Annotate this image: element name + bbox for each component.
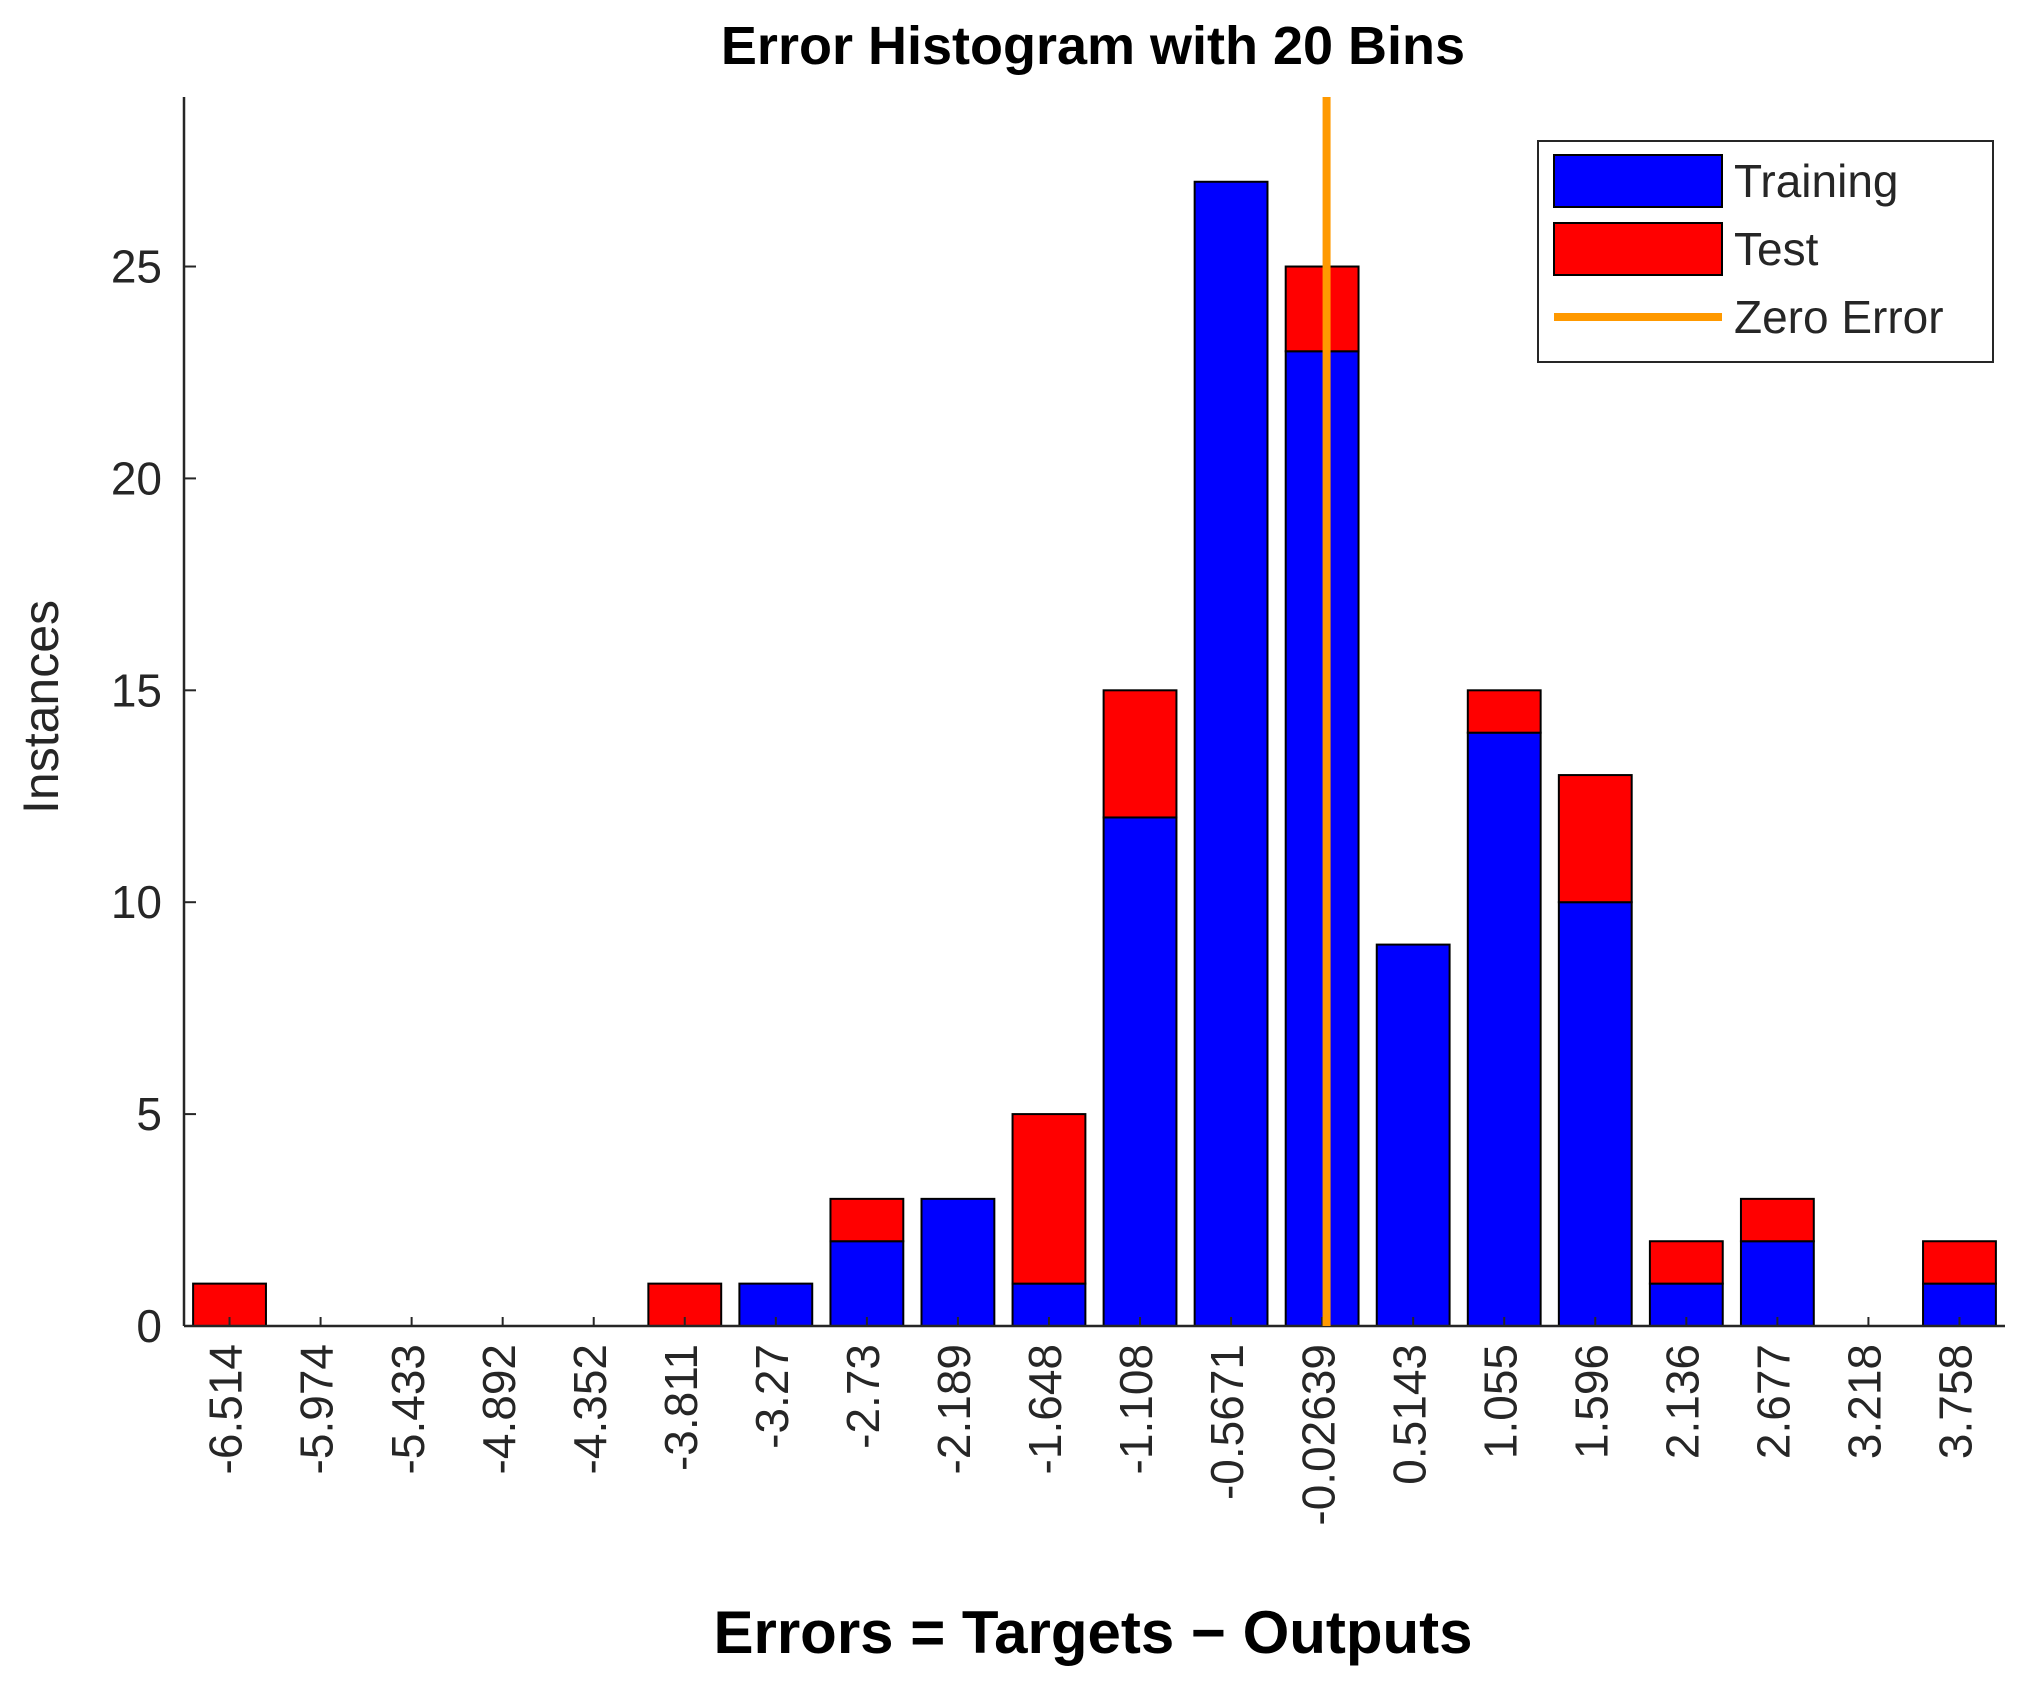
axes-layer [182, 97, 2005, 1328]
y-tick-label-0: 0 [136, 1300, 162, 1352]
x-tick-label-7: -2.73 [837, 1344, 889, 1449]
bar-test-7 [829, 1197, 905, 1243]
bar-test-12 [1284, 265, 1360, 353]
x-tick-label-19: 3.758 [1930, 1344, 1982, 1459]
x-tick-label-15: 1.596 [1565, 1344, 1617, 1459]
bar-training-13 [1375, 943, 1451, 1328]
x-tick-labels: -6.514 -5.974 -5.433 -4.892 -4.352 -3.811 -3.2… [200, 1344, 1982, 1526]
bar-test-9 [1011, 1113, 1087, 1285]
x-tick-label-17: 2.677 [1748, 1344, 1800, 1459]
chart-title: Error Histogram with 20 Bins [721, 16, 1465, 76]
x-tick-label-16: 2.136 [1656, 1344, 1708, 1459]
x-tick-label-4: -4.352 [564, 1344, 616, 1474]
legend-label-test: Test [1734, 223, 1819, 275]
bar-test-14 [1466, 689, 1542, 734]
bar-training-12 [1284, 350, 1360, 1327]
legend-swatch-test [1553, 222, 1723, 276]
x-tick-label-18: 3.218 [1839, 1344, 1891, 1459]
bar-training-17 [1739, 1240, 1815, 1327]
y-axis-label: Instances [13, 600, 69, 814]
x-tick-label-2: -5.433 [382, 1344, 434, 1474]
x-tick-label-11: -0.5671 [1201, 1344, 1253, 1500]
bar-test-16 [1648, 1240, 1724, 1285]
bar-training-15 [1557, 901, 1633, 1328]
x-axis-label: Errors = Targets − Outputs [713, 1599, 1472, 1666]
bar-training-8 [920, 1197, 996, 1327]
y-tick-label-10: 10 [111, 876, 162, 928]
y-tick-labels: 0 5 10 15 20 25 [111, 241, 162, 1352]
bar-training-11 [1193, 180, 1269, 1327]
legend-label-zero-error: Zero Error [1734, 291, 1944, 343]
x-tick-label-9: -1.648 [1019, 1344, 1071, 1474]
x-tick-label-0: -6.514 [200, 1344, 252, 1474]
x-tick-label-14: 1.055 [1474, 1344, 1526, 1459]
bar-test-15 [1557, 774, 1633, 904]
bar-training-10 [1102, 816, 1178, 1327]
bar-training-7 [829, 1240, 905, 1327]
bar-test-10 [1102, 689, 1178, 819]
bar-training-14 [1466, 731, 1542, 1327]
x-tick-label-3: -4.892 [473, 1344, 525, 1474]
x-tick-label-6: -3.27 [746, 1344, 798, 1449]
y-tick-label-5: 5 [136, 1088, 162, 1140]
x-tick-label-1: -5.974 [291, 1344, 343, 1474]
bar-test-17 [1739, 1197, 1815, 1243]
y-tick-label-25: 25 [111, 241, 162, 293]
x-tick-label-5: -3.811 [655, 1344, 707, 1471]
x-tick-label-8: -2.189 [928, 1344, 980, 1474]
y-tick-label-15: 15 [111, 664, 162, 716]
bar-test-19 [1922, 1240, 1997, 1285]
y-tick-label-20: 20 [111, 452, 162, 504]
x-tick-label-10: -1.108 [1110, 1344, 1162, 1474]
x-tick-label-13: 0.5143 [1383, 1344, 1435, 1485]
legend-swatch-training [1553, 154, 1723, 208]
bars-layer [192, 180, 1997, 1328]
x-tick-label-12: -0.02639 [1292, 1344, 1344, 1526]
legend-label-training: Training [1734, 155, 1898, 207]
legend: Training Test Zero Error [1537, 140, 1994, 363]
